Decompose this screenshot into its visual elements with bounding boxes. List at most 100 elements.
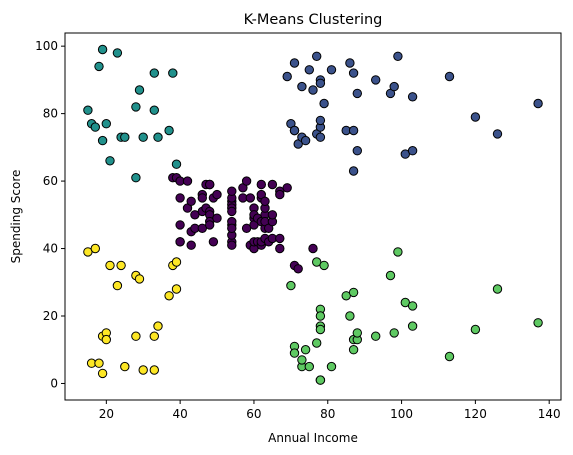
data-point	[105, 156, 115, 166]
data-point	[282, 183, 292, 193]
data-point	[164, 125, 174, 136]
data-point	[348, 287, 359, 298]
data-point	[227, 186, 237, 196]
data-point	[112, 280, 123, 291]
data-point	[304, 65, 314, 75]
data-point	[83, 105, 93, 115]
data-points	[83, 44, 543, 385]
data-point	[256, 179, 266, 190]
data-point	[289, 125, 300, 136]
data-point	[407, 92, 418, 102]
data-point	[171, 159, 182, 169]
data-point	[208, 237, 219, 247]
x-tick-label: 140	[538, 407, 561, 421]
data-point	[297, 355, 307, 365]
data-point	[308, 85, 318, 95]
data-point	[149, 365, 160, 375]
data-point	[352, 328, 362, 338]
data-point	[131, 331, 141, 341]
data-point	[308, 243, 318, 254]
data-point	[407, 301, 418, 311]
data-point	[393, 51, 403, 61]
data-point	[286, 280, 296, 291]
data-point	[149, 331, 160, 341]
data-point	[407, 321, 418, 331]
y-axis-title: Spending Score	[9, 170, 23, 264]
chart-title: K-Means Clustering	[244, 12, 383, 28]
data-point	[348, 166, 359, 176]
data-point	[348, 345, 359, 355]
y-tick-label: 20	[43, 309, 58, 323]
data-point	[385, 270, 396, 281]
data-point	[149, 105, 160, 115]
data-point	[407, 146, 418, 156]
data-point	[112, 48, 123, 58]
data-point	[227, 223, 237, 234]
data-point	[153, 321, 163, 331]
data-point	[348, 125, 359, 136]
x-axis-title: Annual Income	[268, 431, 358, 445]
data-point	[94, 61, 104, 72]
data-point	[533, 98, 543, 109]
data-point	[197, 193, 208, 203]
data-point	[227, 240, 237, 250]
data-point	[315, 311, 326, 321]
data-point	[105, 260, 115, 271]
data-point	[101, 334, 112, 345]
data-point	[153, 132, 163, 142]
data-point	[371, 331, 381, 341]
data-point	[90, 122, 101, 132]
data-point	[134, 274, 145, 284]
data-point	[97, 368, 108, 379]
x-tick-label: 60	[246, 407, 261, 421]
data-point	[205, 220, 215, 230]
data-point	[348, 68, 359, 78]
data-point	[352, 88, 362, 99]
data-point	[138, 132, 148, 142]
data-point	[312, 51, 322, 61]
data-point	[300, 345, 311, 355]
y-tick-label: 60	[43, 174, 58, 188]
data-point	[116, 260, 126, 271]
data-point	[315, 324, 326, 335]
data-point	[131, 173, 141, 183]
data-point	[241, 176, 252, 186]
x-tick-label: 20	[99, 407, 114, 421]
y-axis: 0 20 40 60 80 100	[35, 39, 65, 390]
data-point	[492, 284, 503, 294]
data-point	[90, 243, 101, 254]
data-point	[326, 361, 337, 372]
data-point	[275, 189, 285, 200]
data-point	[312, 338, 322, 348]
data-point	[326, 65, 337, 75]
data-point	[175, 237, 185, 247]
data-point	[470, 112, 481, 122]
y-tick-label: 100	[35, 39, 58, 53]
x-tick-label: 100	[390, 407, 413, 421]
data-point	[282, 71, 292, 82]
data-point	[260, 196, 270, 207]
data-point	[352, 146, 362, 156]
data-point	[267, 179, 278, 190]
data-point	[297, 81, 307, 92]
data-point	[134, 85, 145, 95]
data-point	[315, 132, 326, 142]
x-axis: 20 40 60 80 100 120 140	[99, 400, 561, 421]
data-point	[94, 358, 104, 368]
data-point	[138, 365, 148, 375]
data-point	[182, 176, 193, 186]
data-point	[164, 291, 174, 301]
data-point	[120, 132, 130, 142]
data-point	[120, 361, 130, 372]
y-tick-label: 40	[43, 242, 58, 256]
data-point	[227, 206, 237, 217]
data-point	[345, 58, 355, 68]
data-point	[371, 75, 381, 85]
data-point	[205, 179, 215, 190]
data-point	[533, 318, 543, 328]
data-point	[300, 135, 311, 146]
plot-frame	[64, 32, 562, 401]
data-point	[101, 119, 112, 129]
